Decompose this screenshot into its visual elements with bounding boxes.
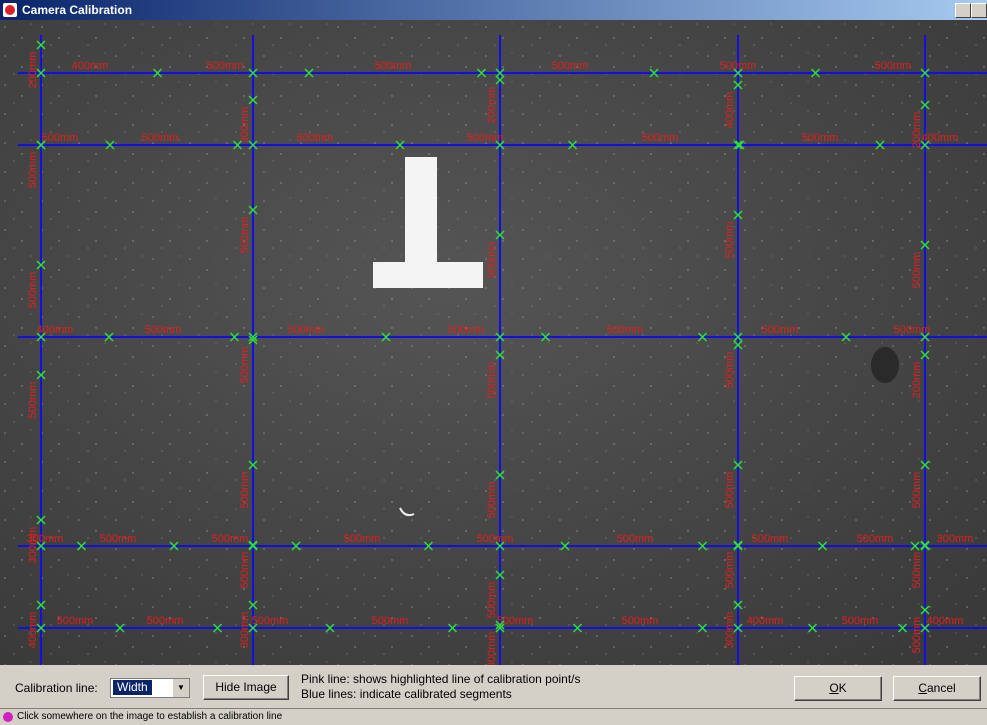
segment-label: 500mm: [477, 533, 514, 545]
segment-label: 500mm: [875, 60, 912, 72]
segment-label: 500mm: [100, 533, 137, 545]
ok-button[interactable]: OK: [794, 676, 882, 701]
segment-label: 300mm: [937, 533, 974, 545]
segment-label: 500mm: [448, 324, 485, 336]
segment-label: 500mm: [762, 324, 799, 336]
status-text: Click somewhere on the image to establis…: [17, 709, 282, 725]
segment-label: 500mm: [27, 272, 39, 309]
segment-label: 500mm: [857, 533, 894, 545]
segment-label: 400mm: [724, 92, 736, 129]
segment-label: 200mm: [486, 87, 498, 124]
segment-label: 500mm: [911, 472, 923, 509]
segment-label: 500mm: [239, 347, 251, 384]
segment-label: 500mm: [344, 533, 381, 545]
segment-label: 500mm: [27, 382, 39, 419]
segment-label: 500mm: [724, 352, 736, 389]
segment-label: 500mm: [842, 615, 879, 627]
t-marker: [405, 157, 437, 269]
segment-label: 300mm: [239, 107, 251, 144]
stain: [871, 347, 899, 383]
segment-label: 500mm: [288, 324, 325, 336]
minimize-button[interactable]: [955, 3, 971, 18]
segment-label: 500mm: [724, 472, 736, 509]
segment-label: 200mm: [911, 112, 923, 149]
segment-label: 500mm: [720, 60, 757, 72]
segment-label: 500mm: [27, 152, 39, 189]
segment-label: 500mm: [252, 615, 289, 627]
segment-label: 500mm: [617, 533, 654, 545]
calibration-value: Width: [113, 680, 152, 695]
segment-label: 500mm: [207, 60, 244, 72]
dropdown-arrow[interactable]: ▼: [173, 679, 189, 697]
segment-label: 400mm: [747, 615, 784, 627]
window-title: Camera Calibration: [22, 0, 132, 20]
segment-label: 500mm: [486, 242, 498, 279]
segment-label: 500mm: [486, 582, 498, 619]
calibration-label: Calibration line:: [15, 681, 98, 695]
segment-label: 300mm: [239, 612, 251, 649]
segment-label: 400mm: [72, 60, 109, 72]
segment-label: 500mm: [552, 60, 589, 72]
segment-label: 500mm: [57, 615, 94, 627]
segment-label: 500mm: [145, 324, 182, 336]
help-text: Blue lines: indicate calibrated segments: [301, 687, 512, 701]
segment-label: 200mm: [911, 362, 923, 399]
app-icon: [3, 3, 17, 17]
segment-label: 500mm: [147, 615, 184, 627]
segment-label: 500mm: [297, 132, 334, 144]
segment-label: 500mm: [239, 472, 251, 509]
help-text: Pink line: shows highlighted line of cal…: [301, 672, 581, 686]
calibration-image[interactable]: 400mm 500mm 500mm 500mm 500mm 500mm 500mm 500mm…: [0, 20, 987, 665]
segment-label: 500mm: [486, 482, 498, 519]
segment-label: 500mm: [911, 617, 923, 654]
segment-label: 500mm: [642, 132, 679, 144]
status-bar: Click somewhere on the image to establis…: [0, 708, 987, 725]
segment-label: 500mm: [802, 132, 839, 144]
calibration-select[interactable]: Width ▼: [110, 678, 190, 698]
segment-label: 300mm: [486, 632, 498, 665]
segment-label: 400mm: [927, 615, 964, 627]
segment-label: 500mm: [724, 222, 736, 259]
segment-label: 400mm: [27, 612, 39, 649]
segment-label: 500mm: [911, 252, 923, 289]
cancel-button[interactable]: Cancel: [893, 676, 981, 701]
segment-label: 500mm: [724, 552, 736, 589]
maximize-button[interactable]: [971, 3, 987, 18]
segment-label: 500mm: [239, 217, 251, 254]
segment-label: 500mm: [42, 132, 79, 144]
segment-label: 500mm: [752, 533, 789, 545]
control-panel: Calibration line: Width ▼ Hide Image Pin…: [0, 665, 987, 708]
title-bar: Camera Calibration: [0, 0, 987, 20]
window: Camera Calibration 400mm 500mm 500mm 500mm 5…: [0, 0, 987, 724]
segment-label: 400mm: [37, 324, 74, 336]
status-icon: [3, 712, 13, 722]
segment-label: 500mm: [622, 615, 659, 627]
segment-label: 500mm: [607, 324, 644, 336]
hide-image-button[interactable]: Hide Image: [203, 675, 289, 700]
segment-label: 500mm: [894, 324, 931, 336]
segment-label: 500mm: [142, 132, 179, 144]
segment-label: 500mm: [486, 362, 498, 399]
segment-label: 500mm: [375, 60, 412, 72]
segment-label: 500mm: [372, 615, 409, 627]
segment-label: 500mm: [212, 533, 249, 545]
segment-label: 500mm: [911, 552, 923, 589]
segment-label: 300mm: [27, 527, 39, 564]
segment-label: 500mm: [239, 552, 251, 589]
t-marker: [373, 262, 483, 288]
segment-label: 300mm: [724, 612, 736, 649]
